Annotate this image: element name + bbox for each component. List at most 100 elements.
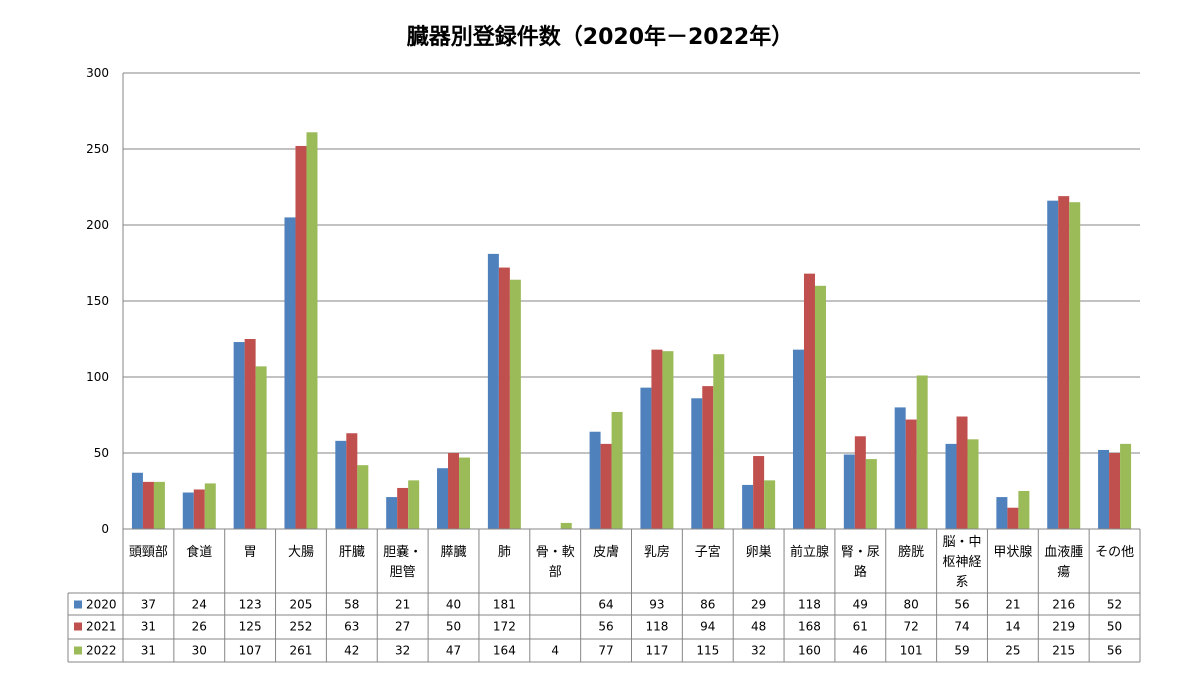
bar-2020-17 [996, 497, 1008, 529]
bar-2021-3 [295, 145, 307, 529]
bar-2021-18 [1058, 196, 1070, 529]
data-label: 77 [598, 644, 613, 658]
category-label: 胆嚢・胆管 [383, 544, 422, 580]
y-tick-label: 250 [86, 142, 109, 156]
bar-2020-2 [233, 342, 245, 529]
bar-2021-12 [753, 456, 765, 529]
data-label: 25 [1005, 644, 1020, 658]
bar-2021-5 [397, 487, 409, 529]
data-table: 頭頸部 食道 胃 大腸 肝臓 胆嚢・胆管 膵臓 肺 骨・軟部 皮膚 乳房 子宮 卵巣 前立腺 腎・尿路 膀胱 脳… [67, 528, 1141, 663]
y-tick-label: 0 [101, 522, 109, 536]
bar-2022-19 [1120, 443, 1132, 529]
bar-2021-4 [346, 433, 358, 529]
category-label-line: 子宮 [695, 544, 721, 560]
bar-2021-0 [142, 481, 154, 529]
category-label-line: 甲状腺 [993, 545, 1032, 560]
category-label-line: 路 [854, 564, 867, 580]
data-label: 80 [904, 598, 919, 612]
data-label: 205 [290, 598, 313, 612]
data-label: 21 [395, 598, 410, 612]
data-label: 74 [954, 620, 969, 634]
data-label: 32 [751, 644, 766, 658]
bar-2021-9 [600, 443, 612, 529]
legend-label-2022: 2022 [86, 644, 117, 658]
bar-2021-11 [702, 386, 714, 529]
legend-key-2021 [74, 622, 82, 631]
data-label: 32 [395, 644, 410, 658]
data-label: 125 [239, 620, 262, 634]
legend-label-2021: 2021 [86, 620, 117, 634]
category-label-line: 乳房 [644, 544, 670, 560]
data-label: 24 [192, 598, 207, 612]
category-label: 胃 [244, 545, 257, 560]
data-label: 27 [395, 620, 410, 634]
bar-2020-13 [792, 349, 804, 529]
bar-2021-19 [1109, 453, 1121, 529]
bar-2020-11 [691, 398, 703, 529]
data-label: 48 [751, 620, 766, 634]
category-label-line: 頭頸部 [129, 545, 168, 560]
data-label: 86 [700, 598, 715, 612]
bar-2021-15 [905, 419, 917, 529]
category-label: 肝臓 [339, 545, 365, 560]
data-label: 93 [649, 598, 664, 612]
bar-2021-14 [854, 436, 866, 529]
data-label: 30 [192, 644, 207, 658]
data-label: 14 [1005, 620, 1020, 634]
data-label: 40 [446, 598, 461, 612]
data-label: 52 [1107, 598, 1122, 612]
bar-2020-4 [335, 440, 347, 529]
bars-layer [131, 132, 1132, 529]
bar-2022-0 [153, 481, 165, 529]
bar-2022-9 [611, 411, 623, 529]
bar-2022-18 [1069, 202, 1081, 529]
bar-2020-7 [487, 253, 499, 529]
bar-2021-17 [1007, 507, 1019, 529]
y-tick-label: 100 [86, 370, 109, 384]
bar-2020-3 [284, 217, 296, 529]
data-label: 219 [1052, 620, 1075, 634]
bar-2021-1 [193, 489, 205, 529]
data-label: 58 [344, 598, 359, 612]
bar-2020-1 [182, 492, 194, 529]
bar-2020-10 [640, 387, 652, 529]
legend-key-2020 [74, 600, 82, 609]
category-label-line: 肺 [498, 545, 511, 560]
data-label: 47 [446, 644, 461, 658]
data-label: 31 [141, 620, 156, 634]
bar-2020-15 [894, 407, 906, 529]
data-label: 94 [700, 620, 715, 634]
category-label: 膀胱 [898, 544, 924, 560]
bar-2020-16 [945, 443, 957, 529]
bar-2020-6 [437, 468, 449, 529]
data-label: 37 [141, 598, 156, 612]
category-label-line: 膵臓 [441, 545, 467, 560]
data-label: 107 [239, 644, 262, 658]
chart-title: 臓器別登録件数（2020年－2022年） [407, 24, 793, 50]
data-label: 160 [798, 644, 821, 658]
category-label: 甲状腺 [993, 545, 1032, 560]
bar-2021-13 [803, 273, 815, 529]
data-label: 215 [1052, 644, 1075, 658]
bar-2020-5 [386, 497, 398, 529]
category-label-line: 脳・中 [943, 535, 982, 550]
data-label: 117 [645, 644, 668, 658]
data-label: 261 [290, 644, 313, 658]
category-label-line: 肝臓 [339, 545, 365, 560]
y-tick-label: 50 [94, 446, 109, 460]
category-label-line: その他 [1095, 545, 1134, 560]
bar-2021-10 [651, 349, 663, 529]
category-label-line: 瘍 [1057, 564, 1070, 580]
category-label: 大腸 [288, 545, 314, 560]
bar-2020-0 [131, 472, 143, 529]
bar-2020-18 [1047, 200, 1059, 529]
category-label: 頭頸部 [129, 545, 168, 560]
bar-2022-13 [814, 285, 826, 529]
data-label: 42 [344, 644, 359, 658]
data-label: 50 [446, 620, 461, 634]
data-label: 21 [1005, 598, 1020, 612]
y-tick-label: 150 [86, 294, 109, 308]
category-label-line: 胃 [244, 545, 257, 560]
grid-layer [123, 72, 1140, 454]
